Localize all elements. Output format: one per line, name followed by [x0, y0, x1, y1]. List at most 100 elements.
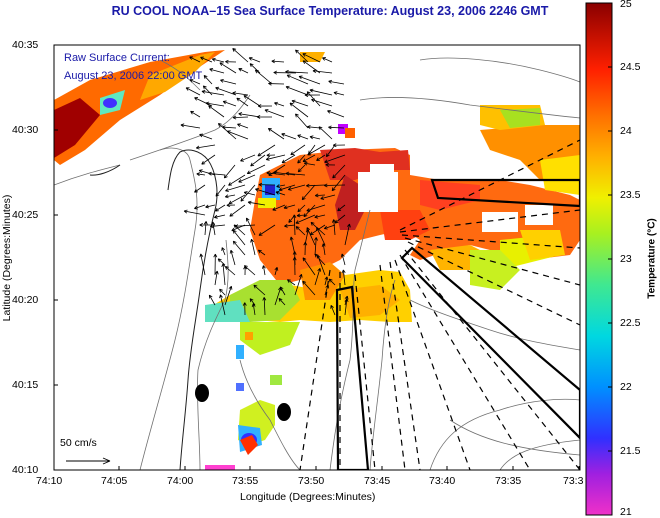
- current-vector: [268, 81, 285, 86]
- current-vector: [223, 164, 236, 179]
- x-tick-label: 73:3: [563, 475, 584, 487]
- current-vector: [243, 95, 261, 107]
- current-vector: [340, 253, 346, 266]
- x-tick-label: 73:50: [298, 475, 325, 487]
- current-vector: [205, 204, 216, 209]
- current-vector: [228, 194, 246, 205]
- current-label: Raw Surface Current:: [64, 52, 170, 64]
- colorbar-tick-label: 21.5: [620, 445, 641, 457]
- current-vector: [266, 153, 276, 158]
- current-vector: [222, 100, 237, 107]
- current-vector: [255, 188, 276, 196]
- current-vector: [301, 184, 316, 201]
- current-vector: [285, 171, 306, 176]
- current-vector: [196, 172, 206, 177]
- current-vector: [251, 303, 256, 316]
- colorbar-tick-label: 24.5: [620, 61, 641, 73]
- current-vector: [292, 256, 297, 276]
- current-vector: [224, 266, 236, 276]
- current-vector: [214, 214, 226, 219]
- current-vector: [283, 204, 296, 210]
- current-vector: [274, 101, 285, 107]
- current-vector: [203, 221, 208, 236]
- current-vectors: [180, 48, 351, 316]
- current-vector: [307, 144, 326, 156]
- current-vector: [205, 101, 225, 107]
- current-vector: [294, 273, 303, 296]
- current-vector: [297, 164, 306, 173]
- current-vector: [232, 91, 249, 96]
- map-frame: [53, 44, 581, 471]
- current-vector: [189, 78, 201, 85]
- current-vector: [236, 97, 249, 107]
- sst-map: [54, 45, 580, 470]
- current-vector: [306, 227, 316, 246]
- current-vector: [281, 132, 297, 140]
- map-title: RU COOL NOAA–15 Sea Surface Temperature:…: [111, 4, 549, 18]
- current-vector: [287, 279, 296, 286]
- current-vector: [194, 204, 206, 210]
- current-vector: [316, 254, 326, 276]
- current-vector: [232, 229, 246, 246]
- current-vector: [250, 154, 266, 167]
- current-vector: [180, 123, 201, 129]
- current-vector: [324, 154, 346, 164]
- current-vector: [195, 144, 216, 150]
- x-tick-label: 73:45: [364, 475, 391, 487]
- y-tick-label: 40:15: [12, 379, 39, 391]
- current-vector: [312, 69, 333, 74]
- colorbar: [585, 2, 613, 516]
- current-vector: [243, 191, 256, 196]
- current-vector: [323, 224, 336, 230]
- current-vector: [314, 214, 326, 219]
- current-vector: [194, 97, 213, 107]
- bathymetry-contours: [54, 57, 580, 470]
- current-vector: [246, 217, 256, 236]
- current-vector: [328, 278, 336, 286]
- current-vector: [257, 144, 276, 157]
- current-vector: [328, 79, 345, 85]
- current-vector: [297, 204, 306, 213]
- current-vector: [273, 170, 296, 176]
- current-vector: [324, 284, 330, 296]
- current-vector: [258, 182, 276, 187]
- x-tick-label: 73:40: [429, 475, 456, 487]
- current-vector: [303, 161, 316, 166]
- current-vector: [291, 99, 309, 107]
- current-vector: [224, 285, 233, 306]
- current-vector: [213, 253, 218, 276]
- current-vector: [262, 297, 267, 316]
- current-vector: [314, 267, 322, 286]
- marker-dot: [277, 403, 291, 421]
- current-vector: [215, 204, 226, 212]
- current-vector: [295, 49, 309, 63]
- current-vector: [314, 193, 326, 198]
- current-vector: [278, 184, 296, 192]
- current-vector: [302, 53, 321, 63]
- current-vector: [285, 69, 309, 74]
- x-tick-label: 73:55: [232, 475, 259, 487]
- current-vector: [219, 62, 237, 74]
- current-vector: [274, 266, 279, 276]
- current-vector: [232, 48, 249, 63]
- current-vector: [324, 276, 329, 286]
- y-tick-label: 40:10: [12, 464, 39, 476]
- current-vector: [341, 269, 346, 286]
- current-vector: [285, 85, 309, 96]
- marker-dot: [195, 384, 209, 402]
- current-vector: [337, 204, 346, 212]
- current-vector: [316, 227, 326, 246]
- current-vector: [332, 164, 346, 179]
- current-vector: [271, 59, 285, 64]
- current-vector: [221, 263, 226, 286]
- current-vector: [306, 204, 326, 212]
- current-vector: [200, 56, 213, 63]
- sst-field: [54, 50, 580, 470]
- current-vector: [229, 204, 246, 217]
- current-vector: [208, 294, 216, 306]
- current-vector: [261, 265, 266, 276]
- colorbar-tick-label: 22: [620, 381, 632, 393]
- current-vector: [254, 69, 273, 85]
- current-time: August 23, 2006 22:00 GMT: [64, 70, 203, 82]
- current-vector: [281, 154, 296, 164]
